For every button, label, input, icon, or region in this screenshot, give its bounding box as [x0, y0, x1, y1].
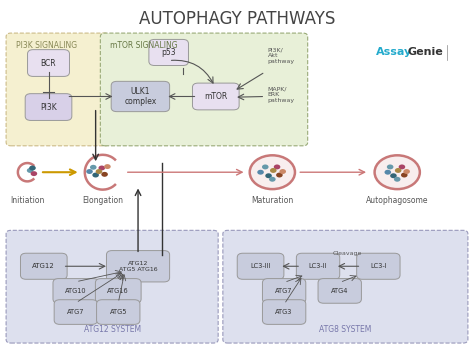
- Text: ULK1
complex: ULK1 complex: [124, 87, 156, 106]
- FancyBboxPatch shape: [6, 230, 218, 343]
- Text: MAPK/
ERK
pathway: MAPK/ ERK pathway: [268, 86, 295, 103]
- FancyBboxPatch shape: [263, 279, 306, 303]
- FancyBboxPatch shape: [20, 253, 67, 279]
- Text: ATG4: ATG4: [331, 288, 348, 294]
- Text: Genie: Genie: [408, 48, 443, 58]
- Circle shape: [401, 173, 408, 178]
- Text: PI3K/
Akt
pathway: PI3K/ Akt pathway: [268, 48, 295, 64]
- Circle shape: [395, 168, 401, 173]
- Text: ATG7: ATG7: [275, 288, 293, 294]
- Circle shape: [384, 170, 391, 175]
- Circle shape: [27, 168, 34, 173]
- Circle shape: [276, 173, 283, 178]
- FancyBboxPatch shape: [192, 83, 239, 110]
- Text: AUTOPHAGY PATHWAYS: AUTOPHAGY PATHWAYS: [139, 10, 335, 28]
- FancyBboxPatch shape: [111, 81, 170, 111]
- Circle shape: [262, 164, 269, 169]
- FancyBboxPatch shape: [27, 50, 70, 76]
- Circle shape: [29, 165, 36, 170]
- FancyBboxPatch shape: [97, 300, 140, 324]
- Text: ATG8 SYSTEM: ATG8 SYSTEM: [319, 325, 372, 334]
- Circle shape: [265, 173, 272, 178]
- FancyBboxPatch shape: [318, 279, 361, 303]
- Text: mTOR SIGNALING: mTOR SIGNALING: [110, 41, 177, 50]
- Circle shape: [387, 164, 393, 169]
- Text: ATG3: ATG3: [275, 309, 293, 315]
- Text: Assay: Assay: [376, 48, 412, 58]
- Text: ATG12
ATG5 ATG16: ATG12 ATG5 ATG16: [118, 261, 157, 272]
- Text: ATG12 SYSTEM: ATG12 SYSTEM: [83, 325, 141, 334]
- FancyBboxPatch shape: [223, 230, 468, 343]
- FancyBboxPatch shape: [25, 94, 72, 120]
- Circle shape: [96, 169, 102, 174]
- Text: PI3K SIGNALING: PI3K SIGNALING: [16, 41, 77, 50]
- FancyBboxPatch shape: [296, 253, 340, 279]
- Circle shape: [390, 173, 397, 178]
- Circle shape: [394, 177, 401, 182]
- FancyBboxPatch shape: [357, 253, 400, 279]
- Text: ATG12: ATG12: [32, 263, 55, 269]
- Text: PI3K: PI3K: [40, 103, 57, 111]
- Circle shape: [99, 165, 105, 170]
- Circle shape: [92, 173, 99, 178]
- Circle shape: [403, 169, 410, 174]
- FancyBboxPatch shape: [237, 253, 284, 279]
- Text: Autophagosome: Autophagosome: [366, 196, 428, 205]
- Text: ATG10: ATG10: [65, 288, 87, 294]
- Circle shape: [270, 168, 277, 173]
- Text: Elongation: Elongation: [82, 196, 123, 205]
- FancyBboxPatch shape: [263, 300, 306, 324]
- Circle shape: [257, 170, 264, 175]
- Circle shape: [250, 155, 295, 189]
- Text: ATG5: ATG5: [109, 309, 127, 315]
- Text: LC3-II: LC3-II: [309, 263, 328, 269]
- Circle shape: [104, 164, 111, 169]
- Text: BCR: BCR: [41, 59, 56, 67]
- FancyBboxPatch shape: [100, 33, 308, 146]
- Text: Cleavage: Cleavage: [333, 251, 363, 256]
- Circle shape: [279, 169, 286, 174]
- FancyBboxPatch shape: [54, 300, 98, 324]
- Text: ATG7: ATG7: [67, 309, 84, 315]
- Circle shape: [86, 169, 93, 174]
- Circle shape: [101, 172, 108, 177]
- FancyBboxPatch shape: [149, 39, 189, 65]
- Circle shape: [274, 164, 280, 169]
- Circle shape: [90, 165, 97, 170]
- FancyBboxPatch shape: [95, 279, 141, 303]
- Text: LC3-III: LC3-III: [250, 263, 271, 269]
- FancyBboxPatch shape: [6, 33, 110, 146]
- Text: p53: p53: [161, 48, 176, 57]
- Text: LC3-I: LC3-I: [370, 263, 387, 269]
- FancyBboxPatch shape: [107, 251, 170, 282]
- Text: Initiation: Initiation: [10, 196, 45, 205]
- FancyBboxPatch shape: [53, 279, 99, 303]
- Circle shape: [31, 171, 37, 176]
- Text: ATG16: ATG16: [108, 288, 129, 294]
- Text: Maturation: Maturation: [251, 196, 293, 205]
- Circle shape: [269, 177, 276, 182]
- Text: mTOR: mTOR: [204, 92, 228, 101]
- Circle shape: [399, 164, 405, 169]
- Circle shape: [374, 155, 420, 189]
